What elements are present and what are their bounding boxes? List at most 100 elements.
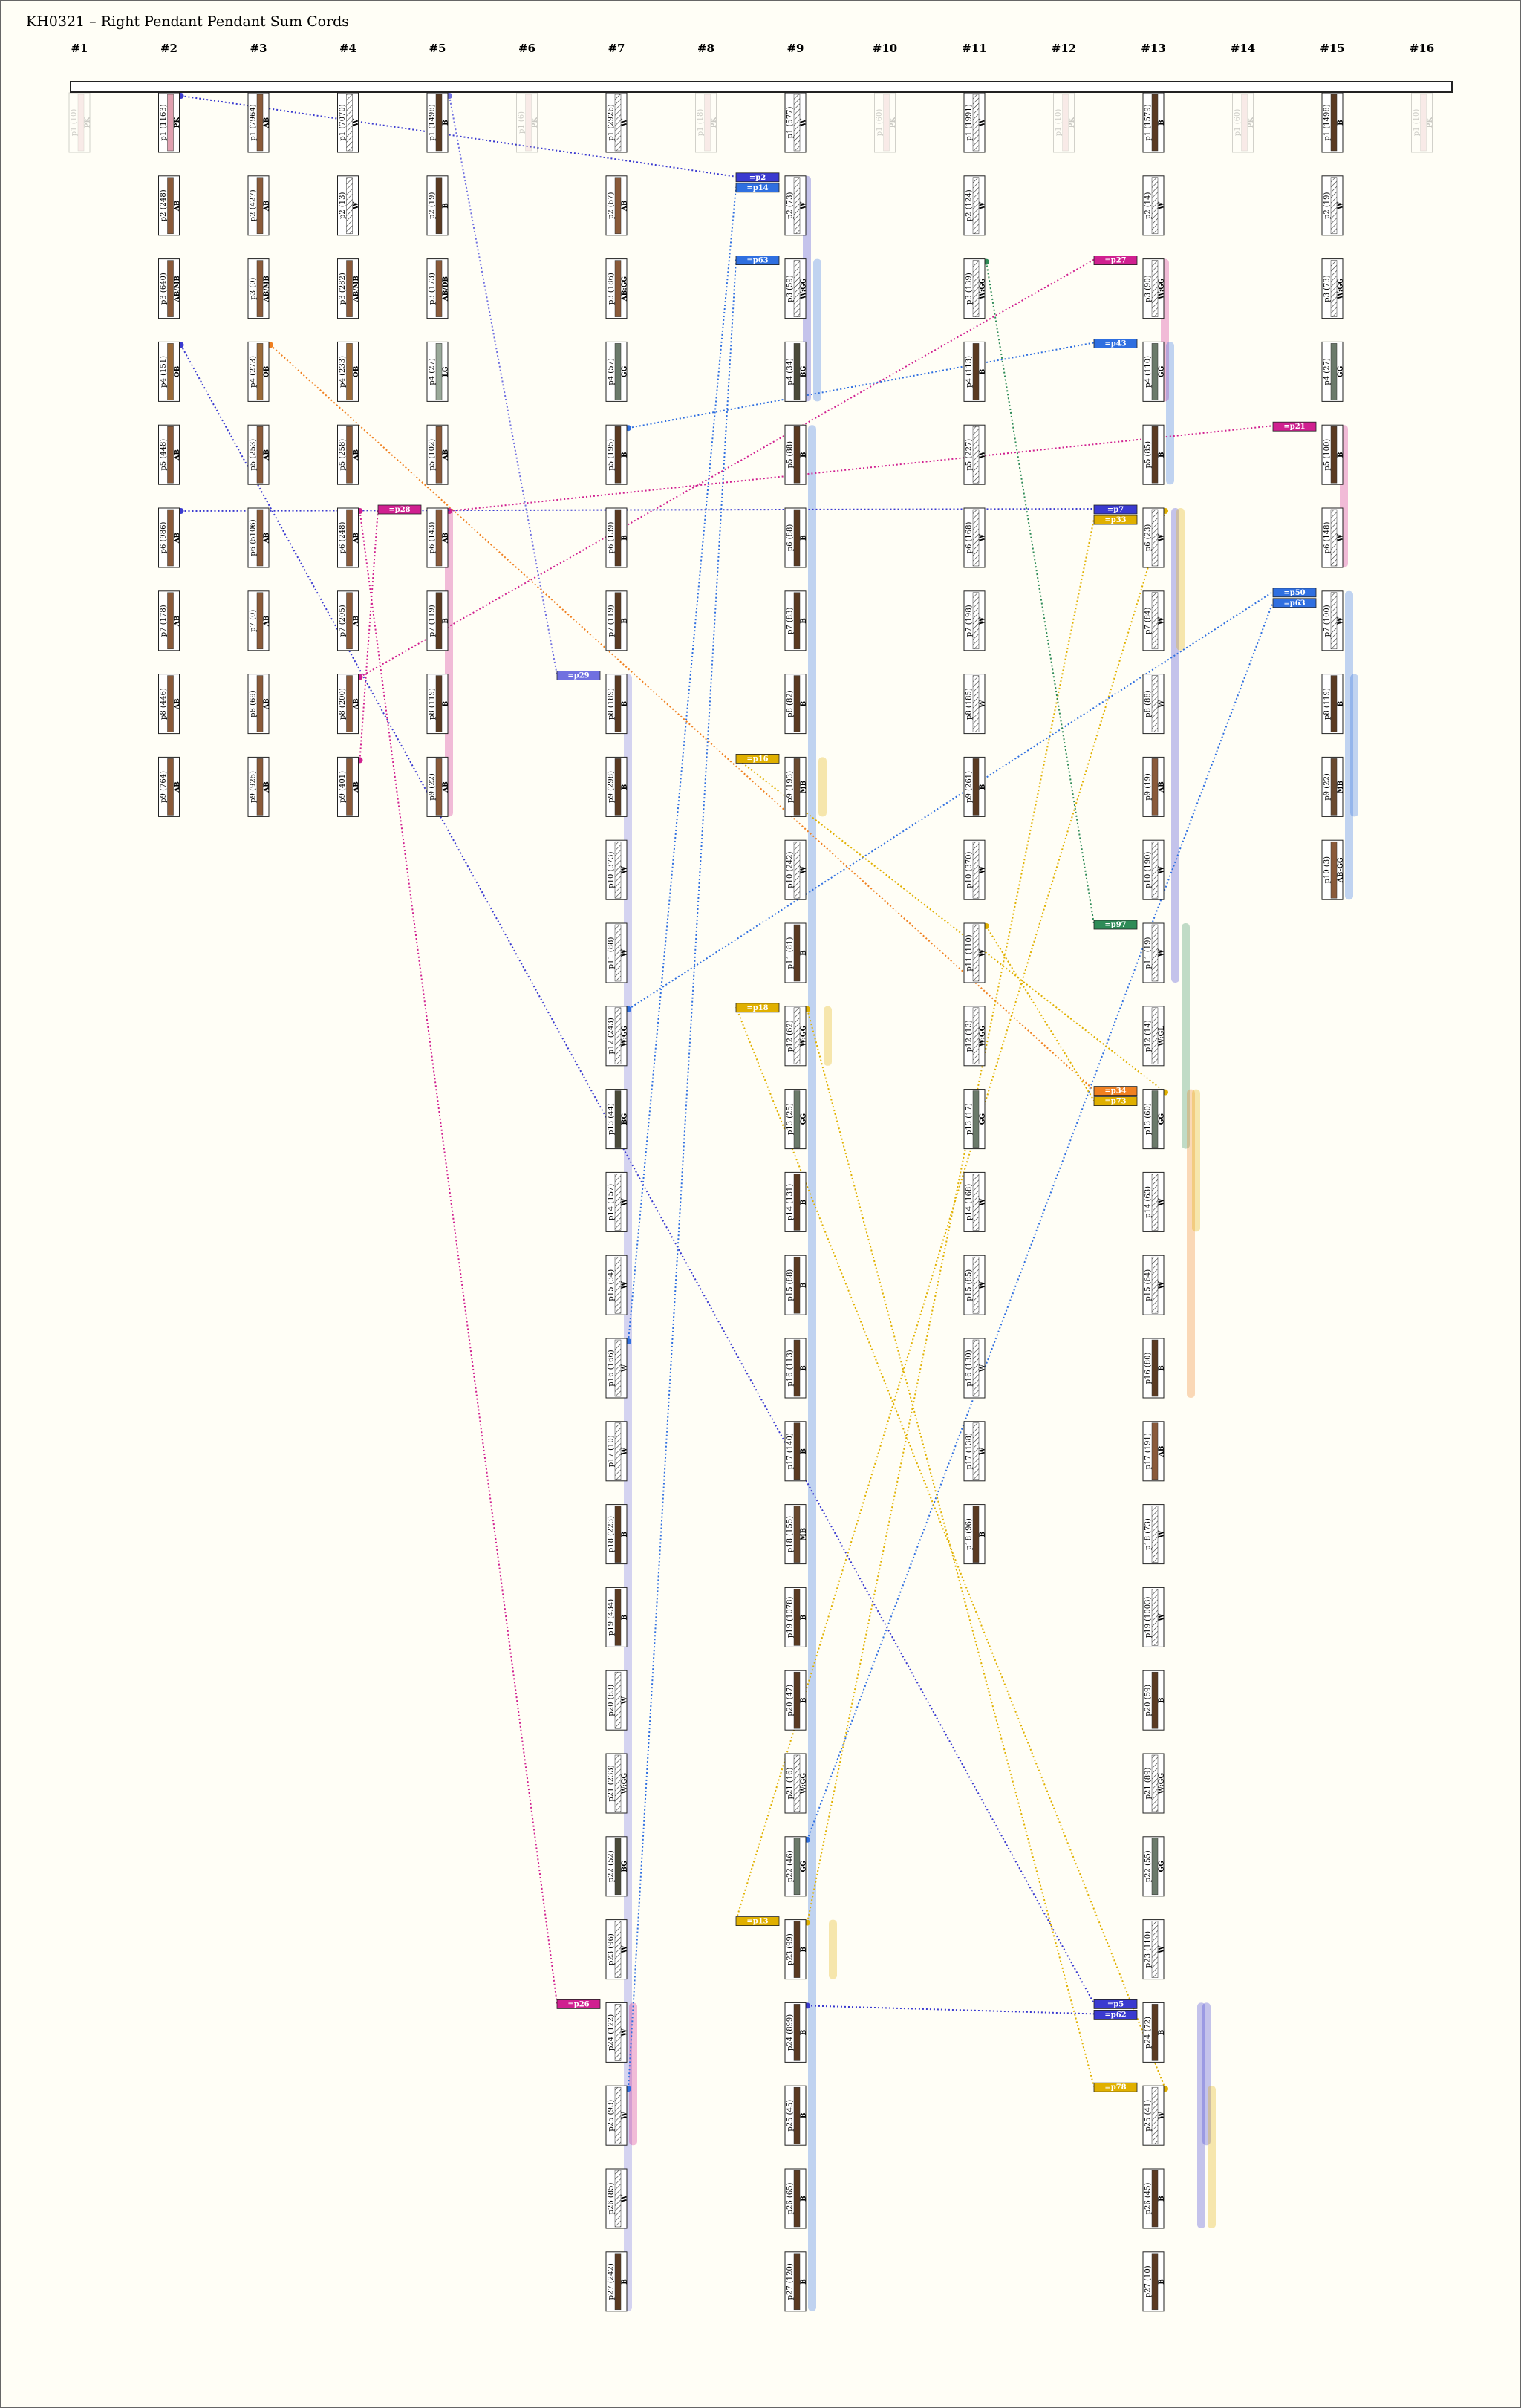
pendant-name: p7 (0) [250, 610, 258, 632]
pendant: p2 (67) AB [605, 175, 629, 236]
pendant: p15 (85) W [963, 1255, 987, 1315]
pendant-color [167, 177, 174, 235]
pendant-color [1151, 1838, 1159, 1896]
pendant-color [793, 2004, 801, 2061]
pendant-name: p1 (10) [1055, 109, 1063, 137]
pendant-name: p11 (110) [965, 934, 974, 971]
pendant-name: p16 (166) [608, 1350, 616, 1386]
pendant-name: p25 (93) [608, 2100, 616, 2132]
sum-link [270, 344, 1095, 1091]
pendant-color-code: AB [353, 532, 360, 544]
pendant-color-code: BG [801, 366, 808, 377]
pendant-color-code: W [622, 948, 629, 957]
pendant-name: p5 (88) [786, 441, 795, 469]
sum-group-bar [818, 757, 827, 817]
pendant-color-code: B [980, 1531, 987, 1537]
sum-label: =p27 [1104, 257, 1126, 265]
pendant-color-code: AB [174, 781, 181, 793]
pendant-color-code: B [1338, 120, 1345, 126]
pendant-color-code: B [622, 452, 629, 458]
pendant-name: p7 (205) [339, 605, 347, 637]
sum-link [735, 1006, 1166, 2089]
pendant-name: p8 (88) [1144, 690, 1153, 717]
pendant-color-code: B [1159, 120, 1166, 126]
pendant-color-code: AB [174, 200, 181, 212]
column-label: #7 [608, 42, 625, 55]
pendant-name: p4 (110) [1144, 356, 1153, 388]
pendant-name: p27 (242) [608, 2263, 616, 2300]
sum-group-bar [813, 258, 821, 402]
sum-link [628, 186, 737, 1342]
pendant-color-code: BG [622, 1861, 629, 1872]
pendant-name: p16 (80) [1144, 1352, 1153, 1384]
pendant: p9 (298) B [605, 756, 629, 817]
column-label: #10 [873, 42, 897, 55]
pendant-name: p26 (65) [786, 2182, 795, 2214]
sum-group-bar [1350, 674, 1358, 817]
pendant-color [346, 758, 353, 816]
pendant-name: p3 (0) [250, 277, 258, 299]
pendant: p2 (19) W [1321, 175, 1345, 236]
sum-group-bar [1208, 2086, 1216, 2228]
pendant-name: p24 (899) [786, 2014, 795, 2051]
pendant: p13 (44) BG [605, 1089, 629, 1150]
pendant-name: p5 (195) [608, 439, 616, 471]
pendant-name: p20 (59) [1144, 1685, 1153, 1716]
pendant-color-code: MB [801, 780, 808, 793]
pendant-name: p13 (17) [965, 1103, 974, 1135]
pendant-color [167, 94, 174, 152]
pendant-name: p9 (22) [1323, 773, 1332, 801]
pendant-color [614, 94, 622, 152]
pendant-color [972, 177, 980, 235]
pendant-color-code: B [1159, 2196, 1166, 2202]
pendant-color-code: B [801, 700, 808, 706]
pendant-color [883, 94, 890, 152]
pendant: p1 (1991) W [963, 92, 987, 153]
pendant-color-code: W [980, 1364, 987, 1373]
pendant-color [614, 675, 622, 732]
pendant-color-code: W [980, 450, 987, 459]
pendant-color-code: MB [801, 1527, 808, 1540]
pendant-color-code: AB [443, 781, 450, 793]
pendant-name: p19 (434) [608, 1599, 616, 1636]
pendant-color [1151, 1339, 1159, 1397]
pendant-color-code: AB [622, 200, 629, 212]
pendant-name: p8 (185) [965, 688, 974, 720]
pendant-color [793, 2170, 801, 2228]
pendant-name: p17 (10) [608, 1435, 616, 1467]
pendant-color [614, 1256, 622, 1314]
pendant-color-code: W [1159, 948, 1166, 957]
pendant-name: p7 (178) [160, 605, 168, 637]
pendant-color [614, 1422, 622, 1480]
pendant: p4 (27) LG [426, 341, 450, 402]
pendant-color [793, 177, 801, 235]
pendant-name: p15 (85) [965, 1269, 974, 1301]
pendant-color-code: LG [443, 366, 450, 377]
pendant-color [1330, 94, 1338, 152]
pendant-color [614, 2170, 622, 2228]
sum-label-box [735, 172, 780, 183]
pendant-name: p5 (227) [965, 439, 974, 471]
pendant: p25 (45) B [784, 2085, 808, 2146]
pendant: p23 (110) W [1142, 1919, 1166, 1980]
pendant-color [346, 177, 353, 235]
pendant-color-code: B [622, 535, 629, 541]
pendant-color-code: W [1159, 2111, 1166, 2120]
pendant: p6 (143) AB [426, 507, 450, 568]
pendant-name: p24 (72) [1144, 2017, 1153, 2049]
pendant-color-code: AB [264, 449, 271, 461]
pendant: p15 (88) B [784, 1255, 808, 1315]
pendant-color-code: AB [1159, 1445, 1166, 1457]
pendant-color-code: W [801, 865, 808, 874]
sum-label: =p26 [567, 2000, 589, 2008]
pendant-name: p3 (173) [429, 273, 437, 305]
pendant-color [1151, 841, 1159, 899]
pendant-color-code: B [443, 203, 450, 209]
pendant: p6 (88) B [784, 507, 808, 568]
pendant-name: p7 (100) [1323, 605, 1332, 637]
pendant-color [972, 1174, 980, 1231]
pendant-color-code: B [801, 535, 808, 541]
pendant: p18 (223) B [605, 1504, 629, 1565]
pendant-name: p18 (155) [786, 1516, 795, 1552]
